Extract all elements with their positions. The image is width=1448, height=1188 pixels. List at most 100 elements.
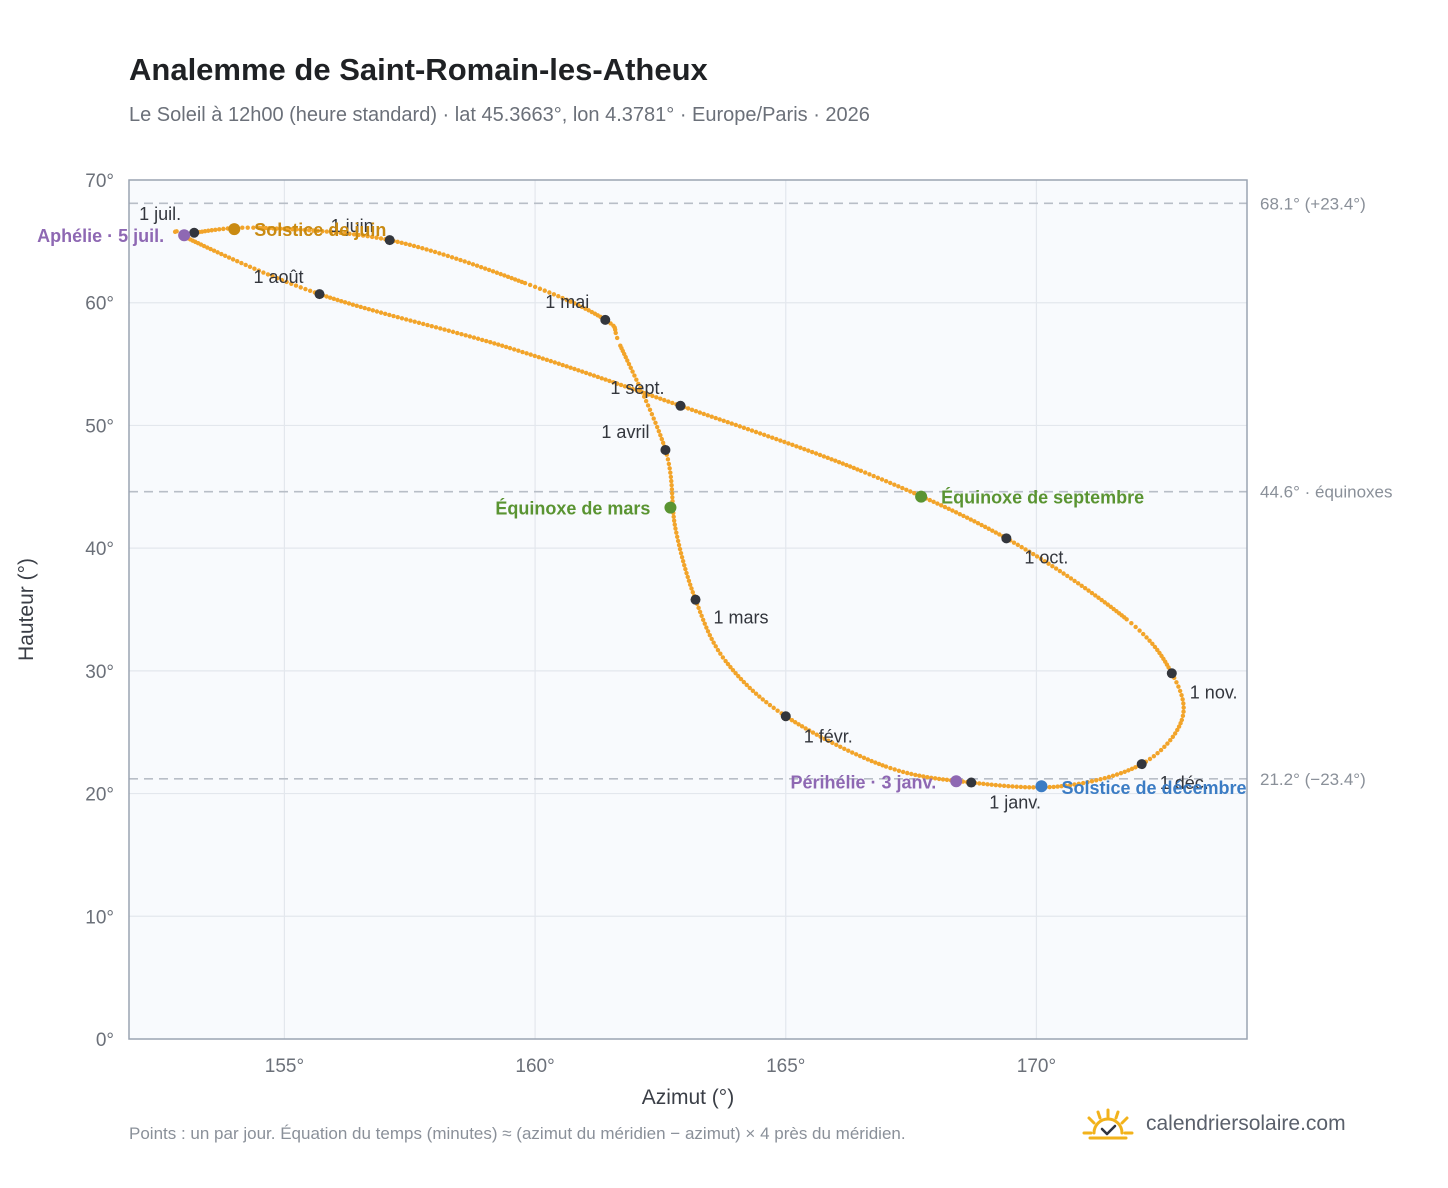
daily-sun-point	[857, 753, 863, 759]
daily-sun-point	[803, 726, 808, 731]
daily-sun-point	[957, 511, 963, 517]
daily-sun-point	[638, 385, 643, 391]
daily-sun-point	[702, 621, 707, 626]
daily-sun-point	[516, 278, 521, 283]
daily-sun-point	[257, 225, 262, 231]
daily-sun-point	[946, 506, 951, 512]
brand-logo[interactable]: calendriersolaire.com	[1082, 1102, 1346, 1146]
daily-sun-point	[1102, 600, 1107, 605]
daily-sun-point	[757, 694, 762, 699]
daily-sun-point	[993, 530, 999, 535]
daily-sun-point	[793, 720, 798, 725]
daily-sun-point	[478, 264, 484, 270]
event-label: Périhélie · 3 janv.	[790, 772, 936, 792]
daily-sun-point	[1027, 549, 1032, 554]
daily-sun-point	[360, 233, 366, 238]
daily-sun-point	[684, 570, 689, 576]
daily-sun-point	[725, 661, 731, 667]
daily-sun-point	[1072, 782, 1077, 787]
month-label: 1 juin	[331, 216, 374, 236]
x-tick-label: 170°	[1017, 1056, 1056, 1077]
daily-sun-point	[718, 651, 723, 656]
month-label: 1 août	[253, 267, 303, 287]
daily-sun-point	[736, 673, 741, 679]
daily-sun-point	[950, 508, 955, 513]
daily-sun-point	[654, 395, 659, 400]
daily-sun-point	[226, 255, 232, 260]
daily-sun-point	[1006, 783, 1011, 789]
daily-sun-point	[715, 647, 721, 653]
daily-sun-point	[486, 267, 492, 273]
daily-sun-point	[342, 300, 348, 305]
daily-sun-point	[1079, 583, 1084, 588]
daily-sun-point	[1063, 783, 1068, 788]
daily-sun-point	[1015, 542, 1021, 548]
daily-sun-point	[989, 782, 994, 787]
daily-sun-point	[209, 228, 214, 233]
daily-sun-point	[243, 262, 248, 268]
daily-sun-point	[725, 419, 730, 425]
daily-sun-point	[693, 408, 699, 414]
daily-sun-point	[320, 228, 325, 234]
daily-sun-point	[672, 522, 677, 527]
daily-sun-point	[863, 470, 868, 475]
daily-sun-point	[265, 272, 271, 277]
daily-sun-point	[707, 632, 713, 638]
daily-sun-point	[536, 355, 542, 360]
daily-sun-point	[500, 343, 505, 348]
daily-sun-point	[741, 679, 747, 685]
daily-sun-point	[729, 421, 734, 426]
daily-sun-point	[900, 769, 906, 775]
daily-sun-point	[315, 228, 321, 234]
daily-sun-point	[1096, 595, 1101, 600]
daily-sun-point	[1172, 731, 1178, 736]
daily-sun-point	[1031, 785, 1036, 790]
daily-sun-point	[496, 342, 501, 347]
daily-sun-point	[494, 270, 500, 275]
event-marker	[228, 223, 241, 236]
daily-sun-point	[339, 298, 344, 304]
daily-sun-point	[1081, 780, 1086, 786]
daily-sun-point	[665, 457, 671, 462]
daily-sun-point	[568, 299, 573, 304]
daily-sun-point	[420, 246, 425, 251]
daily-sun-point	[519, 279, 525, 285]
daily-sun-point	[782, 439, 787, 445]
daily-sun-point	[374, 235, 379, 240]
daily-sun-point	[480, 337, 485, 343]
daily-sun-point	[415, 244, 421, 250]
daily-sun-point	[572, 301, 577, 306]
daily-sun-point	[908, 489, 913, 494]
month-label: 1 juil.	[139, 204, 181, 224]
daily-sun-point	[810, 730, 816, 735]
daily-sun-point	[697, 410, 703, 415]
daily-sun-point	[873, 760, 878, 765]
daily-sun-point	[294, 227, 299, 232]
daily-sun-point	[1106, 774, 1112, 780]
event-marker	[664, 501, 677, 514]
daily-sun-point	[247, 264, 253, 270]
daily-sun-point	[1059, 784, 1064, 789]
daily-sun-point	[540, 356, 546, 361]
x-axis-label: Azimut (°)	[642, 1086, 734, 1109]
daily-sun-point	[342, 231, 348, 236]
daily-sun-point	[382, 311, 388, 316]
daily-sun-point	[683, 566, 688, 572]
daily-sun-point	[982, 524, 988, 530]
daily-sun-point	[260, 225, 265, 231]
daily-sun-point	[1147, 756, 1153, 762]
daily-sun-point	[747, 685, 752, 691]
daily-sun-point	[709, 636, 714, 642]
event-marker	[178, 229, 191, 242]
daily-sun-point	[278, 226, 283, 231]
daily-sun-point	[875, 475, 881, 480]
daily-sun-point	[750, 688, 756, 693]
month-label: 1 nov.	[1190, 682, 1238, 702]
daily-sun-point	[412, 319, 417, 324]
event-markers: Solstice de juin Aphélie · 5 juil. Équinox…	[37, 220, 1246, 798]
daily-sun-point	[547, 290, 552, 295]
daily-sun-point	[985, 782, 990, 787]
daily-sun-point	[564, 364, 569, 369]
daily-sun-point	[498, 271, 503, 277]
daily-sun-point	[1147, 638, 1152, 643]
